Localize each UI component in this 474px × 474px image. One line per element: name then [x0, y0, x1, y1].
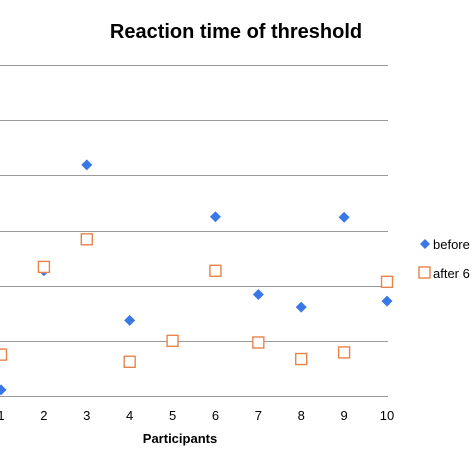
x-tick-label: 5: [169, 408, 176, 423]
legend-label-before: before: [433, 237, 470, 252]
point-after-6: [37, 260, 51, 274]
x-tick-label: 1: [0, 408, 5, 423]
point-before: [381, 295, 393, 307]
point-after-6: [166, 334, 179, 348]
point-before: [0, 384, 7, 396]
point-after-6: [337, 346, 351, 359]
x-tick-label: 7: [255, 408, 262, 423]
x-tick-label: 9: [340, 408, 347, 423]
x-tick-label: 3: [83, 408, 90, 423]
legend-label-after-6: after 6: [433, 266, 470, 281]
legend-marker-after-6: [418, 266, 431, 279]
chart-title: Reaction time of threshold: [110, 21, 362, 43]
gridlines: [0, 65, 388, 397]
point-after-6: [295, 352, 308, 366]
legend: before after 6: [418, 237, 470, 281]
point-after-6: [0, 348, 8, 361]
point-after-6: [380, 275, 394, 289]
point-before: [124, 314, 136, 326]
x-axis-label: Participants: [143, 431, 217, 446]
x-tick-label: 2: [40, 408, 47, 423]
point-before: [209, 211, 221, 223]
point-after-6: [123, 355, 136, 368]
legend-marker-before: [420, 239, 430, 249]
data-points: [0, 159, 394, 396]
point-before: [81, 159, 93, 171]
x-tick-label: 8: [298, 408, 305, 423]
point-after-6: [252, 336, 265, 349]
x-tick-label: 4: [126, 408, 133, 423]
point-before: [295, 301, 307, 313]
x-tick-label: 10: [380, 408, 394, 423]
point-before: [252, 288, 264, 300]
x-tick-labels: 1 2 3 4 5 6 7 8 9 10: [0, 408, 394, 423]
point-before: [338, 211, 350, 223]
point-after-6: [209, 264, 222, 277]
x-tick-label: 6: [212, 408, 219, 423]
point-after-6: [80, 233, 93, 246]
